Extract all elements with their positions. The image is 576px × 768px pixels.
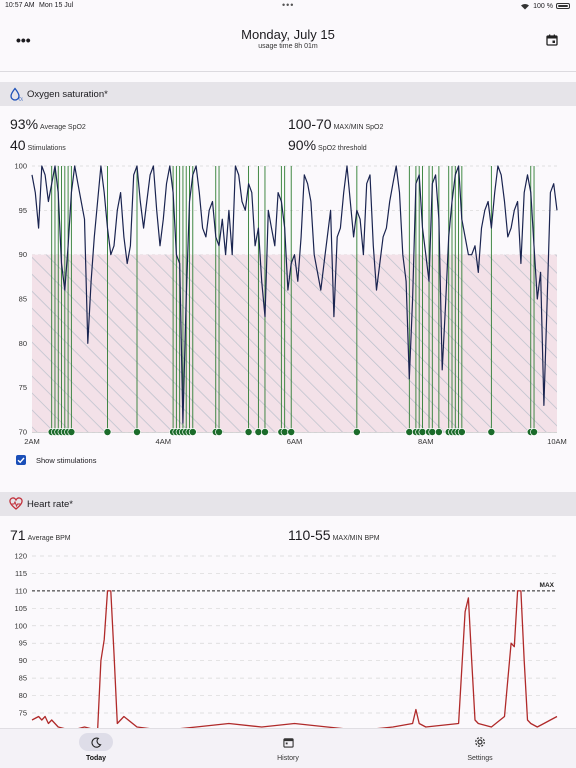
oxygen-section-title: Oxygen saturation* bbox=[27, 88, 108, 100]
nav-settings[interactable]: Settings bbox=[440, 733, 520, 762]
stimulation-marker[interactable] bbox=[530, 428, 538, 436]
multitask-dots-icon[interactable]: ••• bbox=[282, 0, 295, 10]
checkbox-checked-icon[interactable] bbox=[16, 455, 26, 465]
bpm-y-tick: 110 bbox=[15, 586, 27, 595]
avg-bpm-value: 71 bbox=[10, 527, 26, 543]
avg-spo2: 93% Average SpO2 bbox=[10, 116, 86, 132]
stimulation-marker[interactable] bbox=[352, 428, 361, 436]
heart-section-title: Heart rate* bbox=[27, 498, 73, 510]
spo2-threshold: 90% SpO2 threshold bbox=[288, 137, 367, 153]
stimulation-marker[interactable] bbox=[244, 428, 253, 436]
threshold-label: SpO2 threshold bbox=[318, 145, 367, 152]
spo2-y-tick: 80 bbox=[19, 339, 27, 348]
show-stimulations-toggle[interactable]: Show stimulations bbox=[16, 455, 96, 465]
stimulations-label: Stimulations bbox=[27, 145, 66, 152]
spo2-y-tick: 85 bbox=[19, 295, 27, 304]
spo2-x-tick: 8AM bbox=[418, 437, 433, 446]
status-bar: 10:57 AM Mon 15 Jul ••• 100 % bbox=[0, 0, 576, 12]
stimulations-count: 40 Stimulations bbox=[10, 137, 66, 153]
stimulation-marker[interactable] bbox=[287, 428, 296, 436]
moon-icon bbox=[90, 736, 102, 748]
maxmin-bpm: 110-55 MAX/MIN BPM bbox=[288, 527, 380, 543]
spo2-chart: 100 95 90 85 80 75 70 2AM 4AM 6AM 8AM 10AM bbox=[14, 162, 567, 447]
stimulation-marker[interactable] bbox=[215, 428, 223, 436]
spo2-series-line bbox=[31, 165, 558, 424]
avg-bpm: 71 Average BPM bbox=[10, 527, 71, 543]
bpm-y-tick: 80 bbox=[19, 691, 27, 700]
spo2-y-tick: 90 bbox=[19, 250, 27, 259]
threshold-value: 90% bbox=[288, 137, 317, 153]
spo2-y-tick: 70 bbox=[19, 428, 27, 437]
avg-spo2-value: 93% bbox=[10, 116, 39, 132]
bpm-y-tick: 75 bbox=[19, 709, 27, 718]
bpm-y-tick: 95 bbox=[19, 639, 27, 648]
bpm-y-tick: 120 bbox=[14, 552, 27, 561]
stimulation-marker[interactable] bbox=[280, 428, 289, 436]
battery-icon bbox=[556, 3, 570, 9]
maxmin-spo2-label: MAX/MIN SpO2 bbox=[333, 124, 384, 131]
nav-settings-label: Settings bbox=[467, 755, 493, 762]
maxmin-bpm-label: MAX/MIN BPM bbox=[332, 535, 380, 542]
spo2-x-tick: 2AM bbox=[24, 437, 39, 446]
max-marker-label: MAX bbox=[540, 582, 555, 589]
maxmin-bpm-value: 110-55 bbox=[288, 527, 331, 543]
spo2-y-tick: 75 bbox=[19, 383, 27, 392]
avg-spo2-label: Average SpO2 bbox=[40, 124, 86, 131]
stimulation-marker[interactable] bbox=[133, 428, 141, 436]
bpm-y-tick: 100 bbox=[14, 621, 27, 630]
oxygen-section-header: O2 Oxygen saturation* bbox=[0, 82, 576, 106]
spo2-x-tick: 10AM bbox=[547, 437, 567, 446]
stimulation-marker[interactable] bbox=[428, 428, 437, 436]
battery-percent: 100 % bbox=[533, 2, 553, 10]
stimulation-marker[interactable] bbox=[261, 428, 269, 436]
nav-history-label: History bbox=[277, 755, 299, 762]
wifi-icon bbox=[521, 3, 530, 10]
oxygen-drop-icon: O2 bbox=[10, 87, 24, 102]
show-stimulations-label: Show stimulations bbox=[36, 455, 97, 465]
maxmin-spo2: 100-70 MAX/MIN SpO2 bbox=[288, 116, 383, 132]
page-title: Monday, July 15 bbox=[241, 27, 335, 42]
stimulation-marker[interactable] bbox=[434, 428, 443, 436]
stimulation-marker[interactable] bbox=[405, 428, 414, 436]
stimulation-marker[interactable] bbox=[188, 428, 197, 436]
avg-bpm-label: Average BPM bbox=[27, 535, 71, 542]
stimulation-marker[interactable] bbox=[67, 428, 76, 436]
bpm-y-tick: 90 bbox=[19, 656, 27, 665]
bpm-y-tick: 105 bbox=[14, 604, 27, 613]
gear-icon bbox=[475, 737, 485, 747]
maxmin-spo2-value: 100-70 bbox=[288, 116, 332, 132]
heart-section-header: Heart rate* bbox=[0, 492, 576, 516]
nav-today-label: Today bbox=[85, 755, 107, 762]
bpm-y-tick: 115 bbox=[15, 569, 27, 578]
bottom-navigation: Today History Settings bbox=[0, 728, 576, 768]
usage-time: usage time 8h 01m bbox=[258, 43, 318, 50]
stimulation-marker[interactable] bbox=[254, 428, 263, 436]
spo2-y-tick: 95 bbox=[19, 206, 27, 215]
spo2-x-tick: 6AM bbox=[287, 437, 302, 446]
calendar-icon[interactable] bbox=[546, 34, 558, 46]
stimulation-marker[interactable] bbox=[103, 428, 112, 436]
stimulation-marker[interactable] bbox=[457, 428, 466, 436]
app-header: ••• Monday, July 15 usage time 8h 01m bbox=[0, 12, 576, 72]
bpm-y-tick: 85 bbox=[19, 674, 27, 683]
stimulation-marker[interactable] bbox=[418, 428, 427, 436]
heart-rate-icon bbox=[9, 497, 23, 510]
nav-today[interactable]: Today bbox=[56, 733, 136, 762]
calendar-icon bbox=[282, 737, 294, 748]
status-date: Mon 15 Jul bbox=[39, 2, 74, 9]
below-threshold-zone bbox=[32, 254, 557, 432]
more-dots-icon[interactable]: ••• bbox=[16, 32, 31, 48]
svg-text:O2: O2 bbox=[19, 97, 24, 102]
bpm-series-line bbox=[31, 590, 558, 728]
stimulations-value: 40 bbox=[10, 137, 26, 153]
spo2-x-tick: 4AM bbox=[156, 437, 171, 446]
bpm-chart: 120 115 110 105 100 95 90 85 80 75 MAX bbox=[14, 552, 558, 728]
nav-history[interactable]: History bbox=[248, 733, 328, 762]
spo2-y-tick: 100 bbox=[14, 162, 27, 171]
stimulation-marker[interactable] bbox=[487, 428, 496, 436]
status-time: 10:57 AM bbox=[5, 2, 35, 9]
